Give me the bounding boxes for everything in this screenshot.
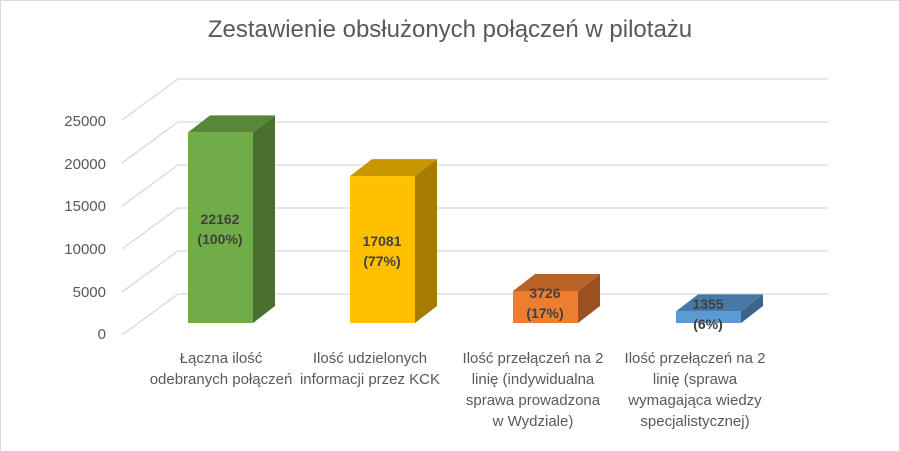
bar-3 bbox=[676, 294, 763, 323]
y-tick-5000: 5000 bbox=[72, 284, 106, 301]
gridlines bbox=[121, 78, 828, 336]
chart-title: Zestawienie obsłużonych połączeń w pilot… bbox=[207, 16, 693, 43]
data-label-1: 17081 (77%) bbox=[362, 233, 402, 269]
data-label-3: 1355 (6%) bbox=[692, 296, 724, 332]
data-label-2: 3726 (17%) bbox=[526, 285, 564, 321]
bar-2 bbox=[513, 273, 600, 323]
x-label-1: Ilość udzielonych informacji przez KCK bbox=[299, 350, 441, 388]
bars bbox=[188, 115, 763, 323]
x-label-0: Łączna ilość odebranych połączeń bbox=[149, 350, 293, 388]
y-tick-15000: 15000 bbox=[64, 198, 106, 215]
y-tick-25000: 25000 bbox=[64, 113, 106, 130]
bar-1 bbox=[350, 159, 437, 323]
data-label-0: 22162 (100%) bbox=[197, 211, 243, 247]
y-tick-0: 0 bbox=[97, 326, 106, 343]
x-label-2: Ilość przełączeń na 2 linię (indywidualn… bbox=[462, 350, 604, 430]
y-tick-10000: 10000 bbox=[64, 241, 106, 258]
bar-0 bbox=[188, 115, 275, 323]
y-tick-20000: 20000 bbox=[64, 156, 106, 173]
x-label-3: Ilość przełączeń na 2 linię (sprawa wyma… bbox=[624, 350, 766, 430]
